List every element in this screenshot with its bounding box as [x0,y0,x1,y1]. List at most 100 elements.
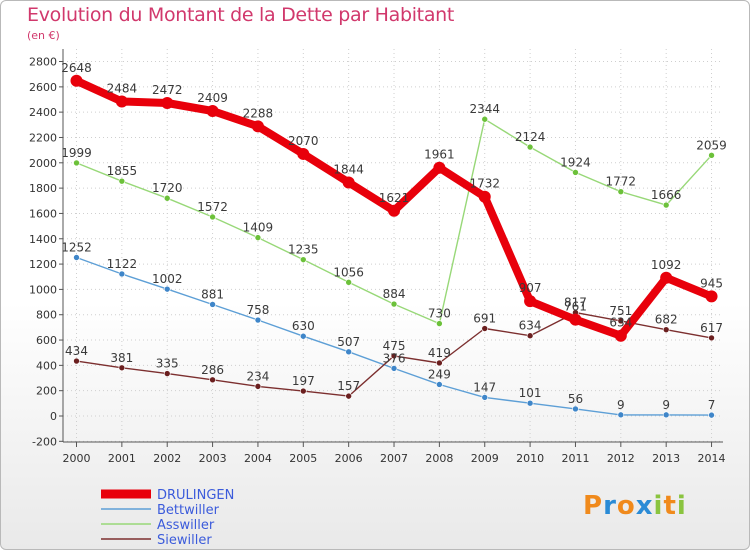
data-label: 2484 [107,82,138,96]
x-tick-label: 2010 [516,452,544,465]
data-label: 1092 [651,258,682,272]
data-label: 634 [519,319,542,333]
data-label: 2472 [152,83,183,97]
data-point [163,285,171,293]
data-label: 1720 [152,181,183,195]
data-label: 617 [700,321,723,335]
data-point [209,213,216,221]
data-label: 634 [609,316,632,330]
data-label: 2409 [197,91,228,105]
data-point [254,383,262,390]
data-label: 761 [564,300,587,314]
data-point [526,143,534,151]
data-point [524,295,537,308]
data-label: 1002 [152,272,183,286]
data-point [662,201,670,209]
data-point [297,147,310,160]
data-point [118,270,126,278]
data-label: 1732 [469,177,500,191]
data-point [299,256,307,263]
data-point [481,115,489,123]
data-label: 101 [519,386,542,400]
y-tick-label: 0 [50,410,57,423]
y-tick-label: 2400 [29,106,57,119]
data-point [617,317,625,325]
y-tick-label: 2800 [29,56,57,69]
data-label: 419 [428,346,451,360]
data-point [161,97,174,110]
data-point [572,169,579,176]
data-point [662,326,670,333]
logo-letter: t [663,491,677,521]
data-label: 817 [564,296,587,310]
data-label: 1999 [61,146,92,160]
data-point [526,332,534,340]
data-label: 147 [473,380,496,394]
x-tick-label: 2003 [199,452,227,465]
data-point [73,159,80,167]
data-point [345,392,352,400]
data-point [254,316,262,324]
logo-letter: i [653,491,664,521]
data-label: 2648 [61,61,92,75]
data-label: 758 [246,303,269,317]
y-tick-label: 2000 [29,157,57,170]
data-label: 1409 [243,221,274,235]
data-point [342,176,355,189]
data-label: 1924 [560,155,591,169]
y-tick-label: 2200 [29,131,57,144]
data-label: 286 [201,363,224,377]
data-point [572,405,579,413]
data-point [388,204,401,217]
data-label: 2059 [696,138,727,152]
data-label: 881 [201,287,224,301]
data-label: 1621 [379,191,410,205]
data-label: 381 [110,351,133,365]
data-point [705,290,718,303]
data-point [433,161,446,174]
y-tick-label: 1200 [29,258,57,271]
data-label: 945 [700,276,723,290]
x-tick-label: 2011 [561,452,589,465]
data-label: 1961 [424,148,455,162]
data-point [118,177,126,185]
x-tick-label: 2002 [153,452,181,465]
data-label: 475 [383,339,406,353]
data-point [478,190,491,203]
legend-label: Asswiller [157,518,215,533]
y-tick-label: 1000 [29,283,57,296]
x-tick-label: 2008 [425,452,453,465]
data-label: 507 [337,335,360,349]
data-point [390,300,398,308]
y-tick-label: 1800 [29,182,57,195]
y-tick-label: 1400 [29,233,57,246]
data-label: 2070 [288,134,319,148]
data-point [345,348,352,356]
data-label: 234 [246,369,269,383]
y-tick-label: 800 [36,309,57,322]
data-label: 197 [292,374,315,388]
logo-letter: P [583,491,604,521]
data-label: 884 [383,287,406,301]
axes: 2000 2001 2002 2003 2004 2005 2006 2007 2008 2009… [29,49,726,465]
data-label: 7 [708,398,716,412]
data-label: 751 [609,304,632,318]
data-point [526,399,534,407]
y-tick-label: 200 [36,385,57,398]
x-tick-label: 2005 [289,452,317,465]
data-labels: 1252 1122 1002 881 758 630 507 376 249 147 101 56 9 9… [61,61,727,412]
logo-letter: x [635,491,654,521]
data-point [73,254,80,261]
y-tick-label: 600 [36,334,57,347]
data-label: 9 [662,398,670,412]
data-point [481,325,489,332]
data-point [163,194,171,202]
data-point [436,359,443,367]
data-point [70,74,83,87]
data-label: 2344 [469,102,500,116]
data-point [299,332,307,340]
data-point [436,320,443,327]
